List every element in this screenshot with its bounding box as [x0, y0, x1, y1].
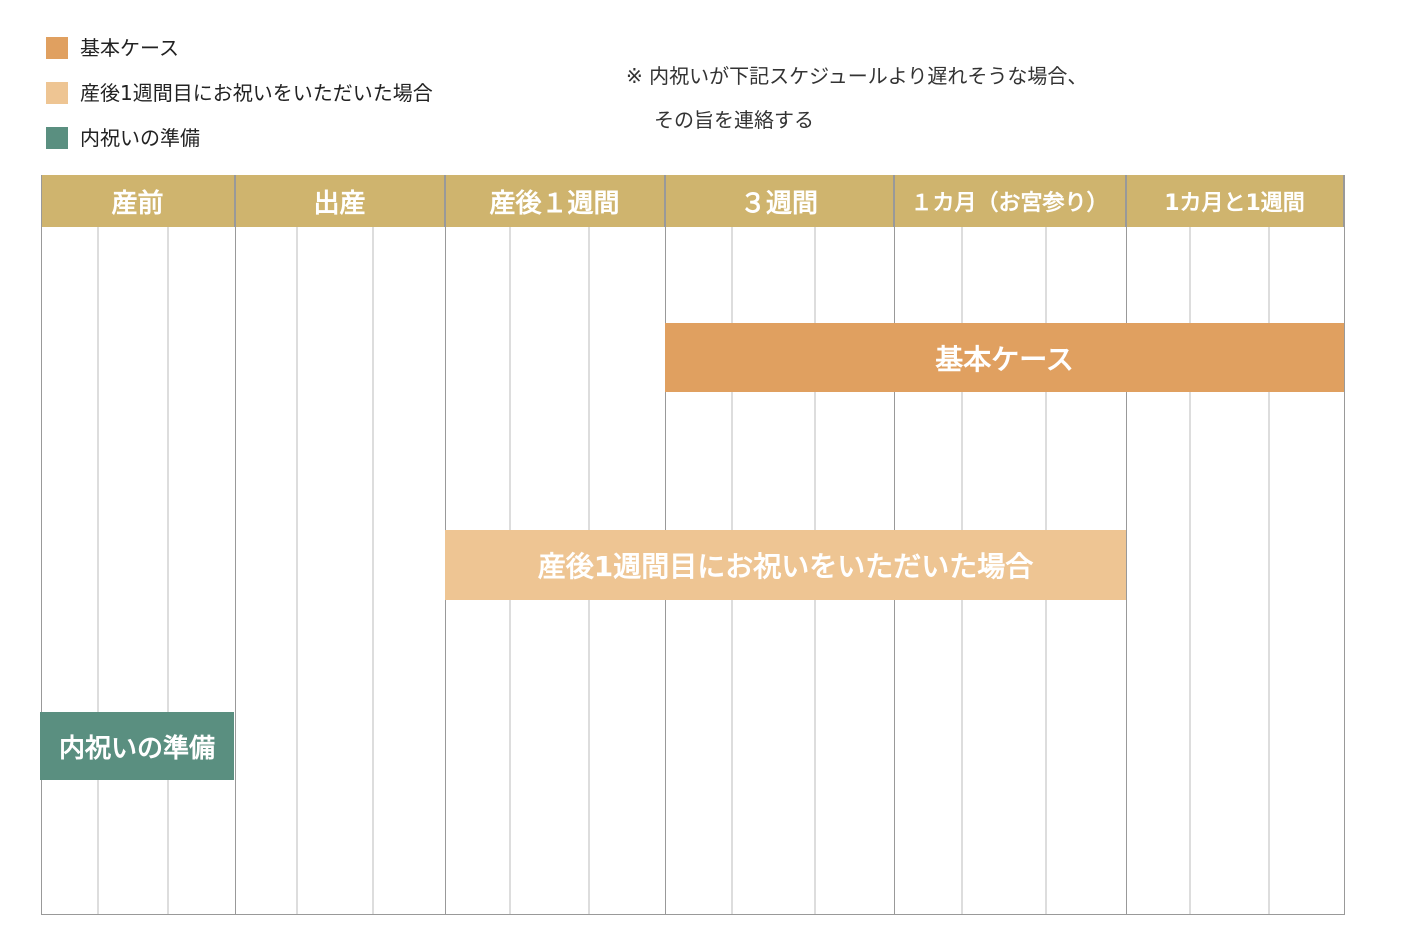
column-header: １カ月（お宮参り）	[894, 175, 1126, 227]
legend-label: 産後1週間目にお祝いをいただいた場合	[80, 81, 433, 105]
sub-line	[371, 227, 374, 915]
bottom-line	[41, 914, 1345, 915]
column-header: ３週間	[665, 175, 894, 227]
legend-swatch	[46, 127, 68, 149]
bar: 内祝いの準備	[40, 712, 234, 780]
legend-swatch	[46, 37, 68, 59]
sub-line	[1189, 227, 1192, 915]
note: その旨を連絡する	[654, 108, 814, 132]
column-header: 1カ月と1週間	[1126, 175, 1344, 227]
legend-swatch	[46, 82, 68, 104]
column-line	[1344, 175, 1345, 915]
sub-line	[1267, 227, 1270, 915]
column-line	[235, 175, 236, 915]
legend-label: 内祝いの準備	[80, 126, 200, 150]
bar: 基本ケース	[665, 323, 1344, 392]
sub-line	[167, 227, 170, 915]
sub-line	[97, 227, 100, 915]
column-line	[1126, 175, 1127, 915]
legend-label: 基本ケース	[80, 36, 179, 60]
column-header: 出産	[235, 175, 445, 227]
column-line	[41, 175, 42, 915]
note: ※ 内祝いが下記スケジュールより遅れそうな場合、	[626, 64, 1088, 88]
column-header: 産前	[41, 175, 235, 227]
bar: 産後1週間目にお祝いをいただいた場合	[445, 530, 1126, 600]
sub-line	[295, 227, 298, 915]
column-header: 産後１週間	[445, 175, 665, 227]
